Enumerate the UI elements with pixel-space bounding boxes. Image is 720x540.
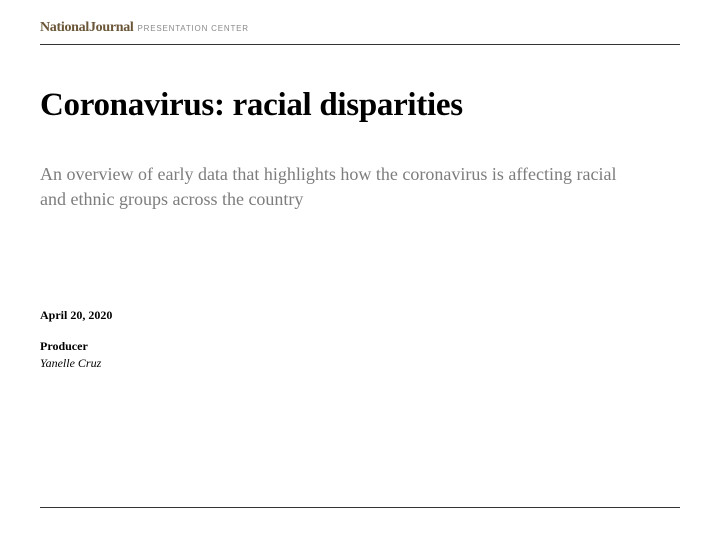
page-subtitle: An overview of early data that highlight…	[40, 162, 640, 212]
page-title: Coronavirus: racial disparities	[40, 87, 680, 124]
producer-label: Producer	[40, 339, 112, 354]
bottom-divider	[40, 507, 680, 508]
slide-container: NationalJournal PRESENTATION CENTER Coro…	[0, 0, 720, 540]
producer-name: Yanelle Cruz	[40, 356, 112, 371]
meta-block: April 20, 2020 Producer Yanelle Cruz	[40, 308, 112, 371]
top-divider	[40, 44, 680, 45]
date-text: April 20, 2020	[40, 308, 112, 323]
logo-suffix-text: PRESENTATION CENTER	[138, 24, 249, 33]
logo-main-text: NationalJournal	[40, 20, 134, 36]
header-logo: NationalJournal PRESENTATION CENTER	[40, 20, 680, 36]
